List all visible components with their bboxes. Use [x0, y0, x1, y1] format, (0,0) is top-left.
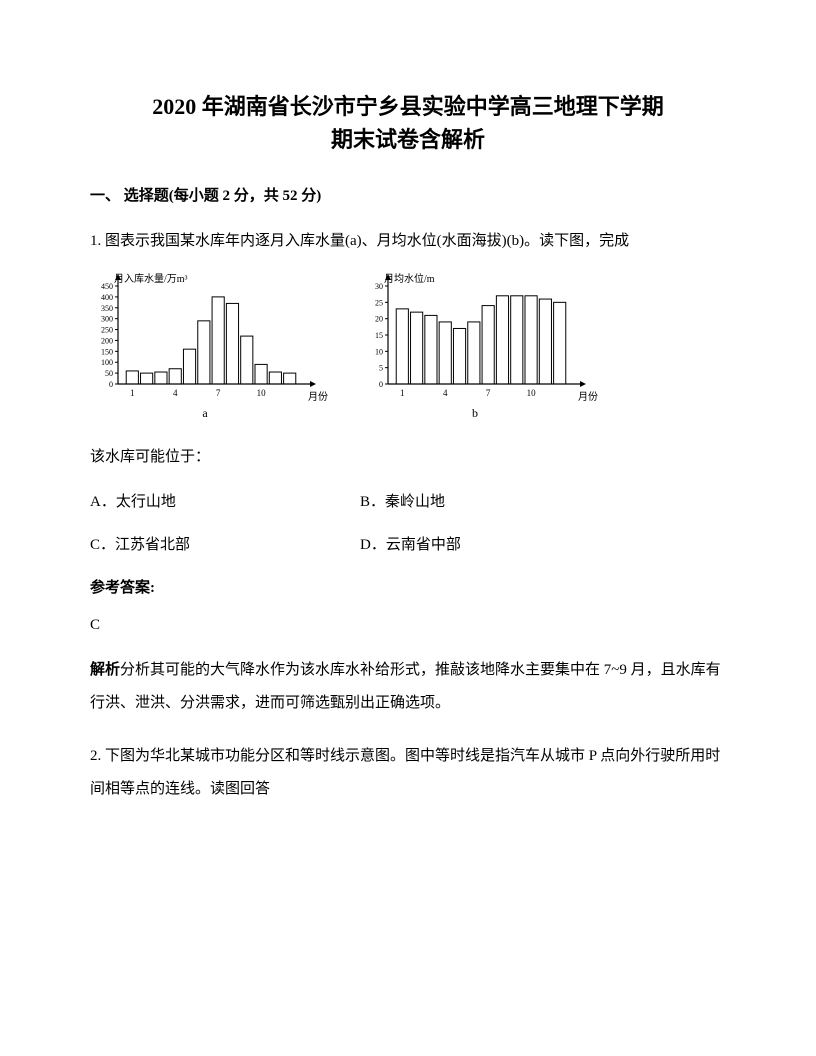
chart-a-sublabel: a	[90, 406, 320, 421]
svg-text:5: 5	[379, 364, 383, 373]
svg-text:15: 15	[375, 331, 383, 340]
svg-text:50: 50	[105, 369, 113, 378]
chart-a-xlabel: 月份	[308, 388, 328, 403]
svg-text:4: 4	[443, 388, 448, 398]
chart-b-xlabel: 月份	[578, 388, 598, 403]
svg-text:10: 10	[257, 388, 267, 398]
svg-text:350: 350	[101, 304, 113, 313]
chart-a-container: 月入库水量/万m³ 050100150200250300350400450147…	[90, 274, 320, 421]
svg-text:7: 7	[216, 388, 221, 398]
svg-text:250: 250	[101, 326, 113, 335]
choice-a: A．太行山地	[90, 490, 360, 511]
chart-b-ylabel: 月均水位/m	[384, 270, 435, 285]
analysis-text: 分析其可能的大气降水作为该水库水补给形式，推敲该地降水主要集中在 7~9 月，且…	[90, 662, 721, 711]
analysis-block: 解析分析其可能的大气降水作为该水库水补给形式，推敲该地降水主要集中在 7~9 月…	[90, 654, 726, 720]
analysis-label: 解析	[90, 662, 120, 678]
choice-d: D．云南省中部	[360, 533, 461, 554]
chart-a-ylabel: 月入库水量/万m³	[114, 270, 188, 285]
svg-text:7: 7	[486, 388, 491, 398]
choice-row-1: A．太行山地 B．秦岭山地	[90, 490, 726, 511]
title-line1: 2020 年湖南省长沙市宁乡县实验中学高三地理下学期	[90, 90, 726, 123]
q2-text: 2. 下图为华北某城市功能分区和等时线示意图。图中等时线是指汽车从城市 P 点向…	[90, 740, 726, 806]
title-line2: 期末试卷含解析	[90, 123, 726, 156]
svg-text:0: 0	[109, 380, 113, 389]
svg-text:300: 300	[101, 315, 113, 324]
svg-text:150: 150	[101, 347, 113, 356]
svg-text:200: 200	[101, 336, 113, 345]
section-header: 一、 选择题(每小题 2 分，共 52 分)	[90, 184, 726, 205]
svg-text:20: 20	[375, 315, 383, 324]
svg-text:1: 1	[130, 388, 135, 398]
chart-b-sublabel: b	[360, 406, 590, 421]
svg-text:25: 25	[375, 298, 383, 307]
exam-title: 2020 年湖南省长沙市宁乡县实验中学高三地理下学期 期末试卷含解析	[90, 90, 726, 156]
q1-stem: 该水库可能位于：	[90, 441, 726, 474]
svg-text:100: 100	[101, 358, 113, 367]
svg-text:1: 1	[400, 388, 405, 398]
svg-text:4: 4	[173, 388, 178, 398]
charts-row: 月入库水量/万m³ 050100150200250300350400450147…	[90, 274, 726, 421]
chart-b-container: 月均水位/m 05101520253014710 月份 b	[360, 274, 590, 421]
svg-text:450: 450	[101, 282, 113, 291]
choice-b: B．秦岭山地	[360, 490, 445, 511]
svg-text:10: 10	[375, 347, 383, 356]
choice-row-2: C．江苏省北部 D．云南省中部	[90, 533, 726, 554]
svg-text:0: 0	[379, 380, 383, 389]
answer-label: 参考答案:	[90, 576, 726, 597]
chart-a: 0 50 100 150 200250 300 350 400 450 1 4 7 10	[90, 274, 320, 404]
q1-text: 1. 图表示我国某水库年内逐月入库水量(a)、月均水位(水面海拔)(b)。读下图…	[90, 225, 726, 258]
svg-text:400: 400	[101, 293, 113, 302]
choice-c: C．江苏省北部	[90, 533, 360, 554]
svg-text:30: 30	[375, 282, 383, 291]
answer-value: C	[90, 617, 726, 634]
svg-text:10: 10	[527, 388, 537, 398]
chart-b: 0 5 10 15 20 25 30 1 4 7 10	[360, 274, 590, 404]
